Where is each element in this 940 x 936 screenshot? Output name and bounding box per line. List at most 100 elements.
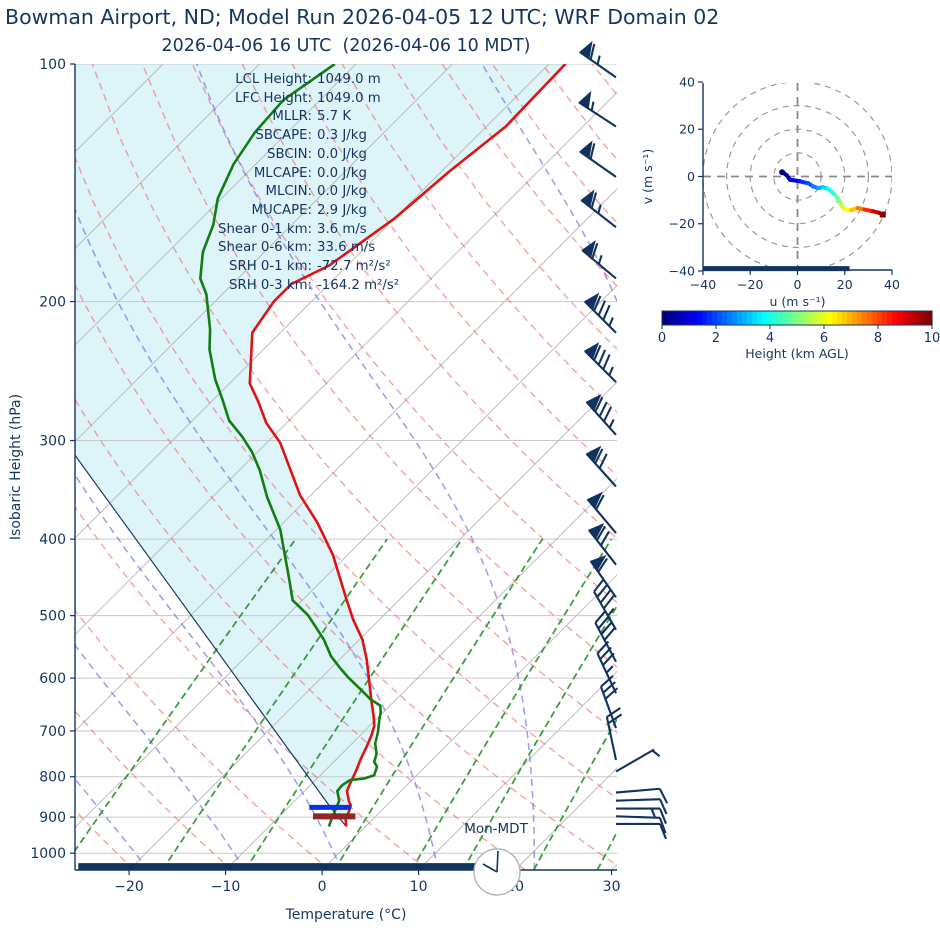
index-label: SRH 0-3 km:: [229, 277, 312, 293]
colorbar-cell: [807, 311, 813, 325]
x-tick-label: 30: [603, 879, 621, 895]
hodograph-y-tick-label: −40: [669, 263, 695, 278]
mixing-ratio-line: [161, 538, 388, 870]
dewpoint-curve: [199, 64, 383, 827]
barb-half: [605, 665, 614, 674]
index-value: -72.7 m²/s²: [317, 259, 391, 275]
barb-full: [597, 615, 610, 630]
barb-full: [600, 621, 613, 636]
index-row: MUCAPE: 2.9 J/kg: [75, 202, 399, 221]
mixing-ratio-lines: [75, 538, 617, 870]
colorbar-cell: [792, 311, 798, 325]
colorbar-cell: [882, 311, 888, 325]
index-label: LCL Height:: [235, 72, 312, 87]
wind-barb-column: [578, 40, 669, 840]
barb-full: [604, 687, 619, 700]
index-value: 0.0 J/kg: [317, 146, 367, 162]
dry-adiabat-line: [341, 64, 617, 414]
colorbar-cell: [757, 311, 763, 325]
sounding-indices-block: LCL Height: 1049.0 m LFC Height: 1049.0 m ML…: [75, 71, 399, 295]
mixing-ratio-line: [244, 538, 463, 870]
dry-adiabat-line: [75, 398, 526, 870]
wind-barb: [586, 491, 617, 534]
wind-barb: [599, 675, 619, 729]
barb-half: [651, 749, 661, 757]
barb-staff: [615, 787, 660, 794]
index-value: 0.0 J/kg: [317, 184, 367, 200]
colorbar-tick-label: 2: [712, 331, 720, 346]
index-row: MLCIN: 0.0 J/kg: [75, 183, 399, 202]
colorbar-cell: [812, 311, 818, 325]
barb-half: [596, 55, 601, 65]
barb-staff: [615, 748, 655, 773]
colorbar-cell: [702, 311, 708, 325]
index-row: SBCIN: 0.0 J/kg: [75, 146, 399, 165]
colorbar-cell: [842, 311, 848, 325]
clock-minute-hand: [496, 850, 499, 873]
clock-hour-hand: [482, 863, 498, 873]
barb-flag: [589, 554, 607, 572]
colorbar-cell: [797, 311, 803, 325]
barb-flag: [588, 522, 605, 540]
barb-half: [608, 366, 614, 376]
index-row: MLLR: 5.7 K: [75, 108, 399, 127]
index-value: 2.9 J/kg: [317, 202, 367, 218]
colorbar-cell: [682, 311, 688, 325]
wind-barb: [584, 292, 617, 334]
dry-adiabat-line: [541, 64, 617, 161]
wind-barb: [615, 787, 669, 804]
colorbar-tick-label: 8: [874, 331, 882, 346]
wind-barb: [615, 815, 667, 834]
moist-adiabat-line: [75, 643, 246, 870]
trace-start-marker: [779, 169, 786, 176]
barb-full: [602, 354, 611, 370]
isotherm-line: [611, 863, 617, 870]
barb-half: [590, 101, 595, 111]
dry-adiabat-line: [75, 155, 617, 800]
hodograph-x-tick-label: 40: [884, 277, 900, 292]
y-tick-label: 900: [39, 810, 66, 826]
trace-end-marker: [879, 211, 886, 218]
isotherm-line: [75, 64, 357, 346]
isotherm-line: [128, 381, 617, 870]
colorbar-cell: [742, 311, 748, 325]
colorbar-cell: [902, 311, 908, 325]
hodograph-y-tick-label: −20: [669, 216, 695, 231]
wind-barb: [605, 707, 623, 761]
hodograph-x-axis-label: u (m s⁻¹): [770, 294, 826, 309]
barb-full: [658, 788, 669, 804]
hodograph-trace: [779, 169, 886, 218]
colorbar-cell: [662, 311, 668, 325]
wind-barb: [615, 748, 661, 773]
dry-adiabat-line: [75, 505, 429, 870]
colorbar-cell: [722, 311, 728, 325]
barb-full: [597, 557, 608, 573]
mixing-ratio-line: [333, 538, 544, 870]
colorbar-cell: [837, 311, 843, 325]
height-colorbar: 0 2 4 6 8 10 Height (km AGL): [658, 310, 940, 361]
wind-barb: [615, 798, 668, 815]
colorbar-tick-label: 6: [820, 331, 828, 346]
colorbar-cell: [887, 311, 893, 325]
colorbar-cell: [857, 311, 863, 325]
index-label: LFC Height:: [234, 90, 312, 106]
hodograph-x-tick-label: 0: [794, 277, 802, 292]
wind-barb: [581, 240, 617, 280]
index-row: SBCAPE: 0.3 J/kg: [75, 127, 399, 146]
barb-full: [593, 344, 602, 361]
colorbar-cell: [922, 311, 928, 325]
barb-full: [596, 525, 606, 541]
dry-adiabat-line: [141, 64, 617, 668]
hodograph-grid: [703, 83, 892, 270]
y-tick-label: 800: [39, 770, 66, 786]
barb-full: [658, 817, 667, 834]
index-label: MLCIN:: [265, 184, 312, 200]
colorbar-cell: [897, 311, 903, 325]
barb-full: [607, 713, 623, 725]
barb-flag: [579, 40, 593, 60]
index-value: 33.6 m/s: [317, 240, 376, 256]
colorbar-cell: [717, 311, 723, 325]
colorbar-cell: [877, 311, 883, 325]
hodograph-y-axis-label: v (m s⁻¹): [640, 149, 655, 204]
